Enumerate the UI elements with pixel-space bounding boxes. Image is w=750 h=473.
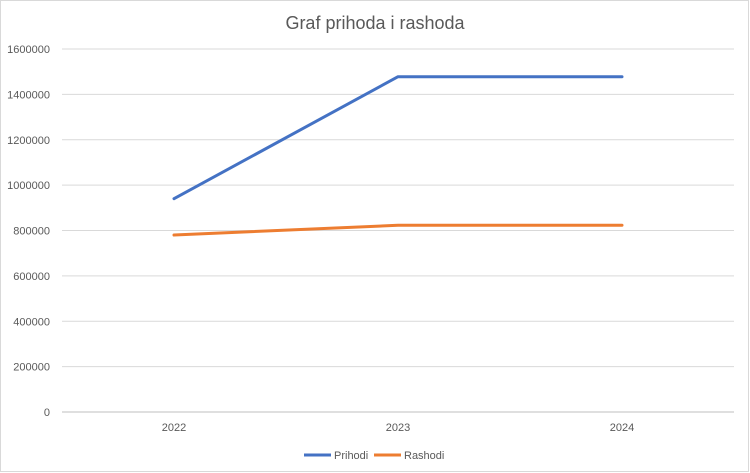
chart-title: Graf prihoda i rashoda — [285, 13, 465, 33]
y-tick-label: 1400000 — [7, 89, 50, 101]
x-tick-label: 2024 — [610, 422, 634, 434]
y-tick-label: 1600000 — [7, 44, 50, 56]
legend-label: Rashodi — [404, 450, 444, 462]
series-line-rashodi — [172, 223, 624, 237]
y-tick-label: 0 — [44, 407, 50, 419]
y-tick-label: 1200000 — [7, 135, 50, 147]
x-tick-label: 2022 — [162, 422, 186, 434]
series-line-prihodi — [172, 75, 624, 201]
legend-label: Prihodi — [334, 450, 368, 462]
y-tick-label: 600000 — [13, 271, 50, 283]
gridlines — [62, 48, 734, 413]
legend-item-prihodi: Prihodi — [304, 450, 368, 462]
x-axis: 2022 2023 2024 — [162, 422, 634, 434]
y-axis: 0 200000 400000 600000 800000 1000000 1200000 1… — [7, 44, 50, 419]
x-tick-label: 2023 — [386, 422, 410, 434]
y-tick-label: 800000 — [13, 226, 50, 238]
legend: Prihodi Rashodi — [304, 450, 444, 462]
y-tick-label: 200000 — [13, 362, 50, 374]
y-tick-label: 1000000 — [7, 180, 50, 192]
series-lines — [172, 75, 624, 237]
y-tick-label: 400000 — [13, 316, 50, 328]
legend-item-rashodi: Rashodi — [374, 450, 444, 462]
